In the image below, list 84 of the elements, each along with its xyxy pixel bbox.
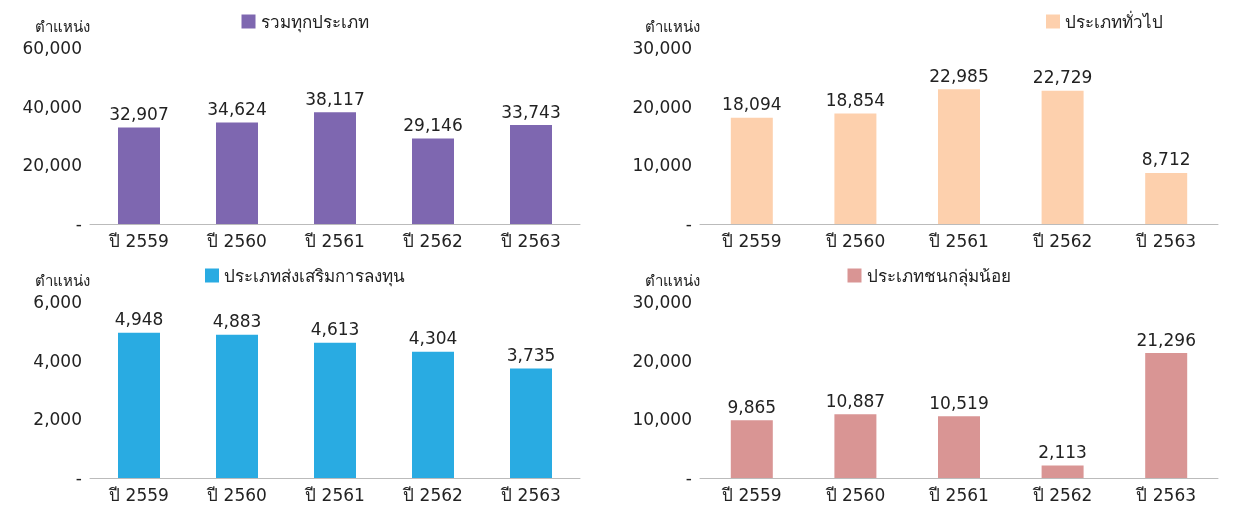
data-label: 22,985 [929, 65, 989, 86]
data-label: 4,883 [212, 311, 262, 332]
bar [216, 122, 258, 224]
data-label: 18,854 [825, 89, 886, 110]
data-label: 8,712 [1141, 149, 1191, 170]
x-tick-label: ปี 2559 [720, 230, 782, 251]
y-tick-label: 20,000 [632, 350, 692, 371]
y-axis-title: ตำแหน่ง [645, 17, 700, 36]
x-tick-label: ปี 2563 [500, 230, 561, 251]
bar [510, 125, 552, 224]
y-tick-label: 2,000 [33, 409, 82, 430]
bar [510, 368, 552, 478]
y-tick-label: 4,000 [33, 350, 82, 371]
data-label: 33,743 [501, 101, 561, 122]
y-axis-title: ตำแหน่ง [645, 271, 700, 290]
x-tick-label: ปี 2562 [1031, 484, 1093, 505]
data-label: 2,113 [1038, 442, 1087, 463]
y-tick-label: - [75, 468, 82, 488]
y-tick-label: 40,000 [22, 96, 82, 117]
x-tick-label: ปี 2563 [1135, 484, 1197, 505]
bar [216, 334, 258, 478]
bar [1145, 353, 1188, 478]
bar [412, 138, 454, 224]
y-axis-title: ตำแหน่ง [35, 17, 90, 36]
legend-label: ประเภทชนกลุ่มน้อย [866, 265, 1011, 287]
x-tick-label: ปี 2559 [108, 230, 169, 251]
data-label: 22,729 [1032, 67, 1093, 88]
data-label: 3,735 [506, 344, 556, 365]
y-tick-label: 6,000 [33, 292, 82, 312]
bar [1041, 90, 1084, 224]
data-label: 9,865 [727, 396, 777, 417]
x-tick-label: ปี 2560 [824, 484, 886, 505]
x-tick-label: ปี 2560 [206, 484, 267, 505]
y-tick-label: 30,000 [632, 292, 692, 312]
bar [118, 127, 160, 224]
bar [834, 414, 877, 478]
x-tick-label: ปี 2559 [720, 484, 782, 505]
x-tick-label: ปี 2560 [824, 230, 886, 251]
bar [938, 416, 980, 478]
legend-label: รวมทุกประเภท [260, 11, 369, 33]
bar [1145, 172, 1188, 224]
bar [118, 332, 160, 478]
data-label: 4,948 [114, 309, 164, 330]
data-label: 21,296 [1136, 329, 1196, 350]
bar [730, 420, 773, 478]
data-label: 18,094 [722, 94, 782, 115]
x-tick-label: ปี 2560 [206, 230, 267, 251]
legend-label: ประเภททั่วไป [1065, 9, 1163, 32]
bar [412, 351, 454, 478]
x-tick-label: ปี 2562 [402, 484, 463, 505]
x-tick-label: ปี 2559 [108, 484, 169, 505]
x-tick-label: ปี 2561 [304, 230, 365, 251]
data-label: 29,146 [403, 115, 463, 136]
y-tick-label: 10,000 [632, 155, 692, 176]
y-tick-label: 60,000 [22, 38, 82, 58]
data-label: 4,304 [408, 328, 458, 349]
x-tick-label: ปี 2562 [402, 230, 463, 251]
data-label: 34,624 [207, 98, 267, 119]
bar [938, 89, 980, 224]
x-tick-label: ปี 2562 [1031, 230, 1093, 251]
bar [1041, 465, 1084, 478]
bar [730, 117, 773, 224]
bar [834, 113, 877, 224]
data-label: 38,117 [305, 88, 365, 109]
x-tick-label: ปี 2561 [928, 484, 989, 505]
data-label: 10,519 [929, 392, 989, 413]
data-label: 4,613 [310, 319, 360, 340]
x-tick-label: ปี 2563 [1135, 230, 1197, 251]
data-label: 32,907 [109, 103, 169, 124]
bar [314, 112, 356, 224]
x-tick-label: ปี 2561 [928, 230, 989, 251]
x-tick-label: ปี 2561 [304, 484, 365, 505]
bar [314, 342, 356, 478]
y-tick-label: 30,000 [632, 38, 692, 58]
data-label: 10,887 [825, 390, 886, 411]
y-tick-label: 10,000 [632, 409, 692, 430]
legend-label: ประเภทส่งเสริมการลงทุน [224, 265, 405, 287]
y-tick-label: - [685, 468, 692, 488]
x-tick-label: ปี 2563 [500, 484, 561, 505]
y-axis-title: ตำแหน่ง [35, 271, 90, 290]
y-tick-label: - [685, 214, 692, 234]
y-tick-label: - [75, 214, 82, 234]
y-tick-label: 20,000 [22, 155, 82, 176]
y-tick-label: 20,000 [632, 96, 692, 117]
